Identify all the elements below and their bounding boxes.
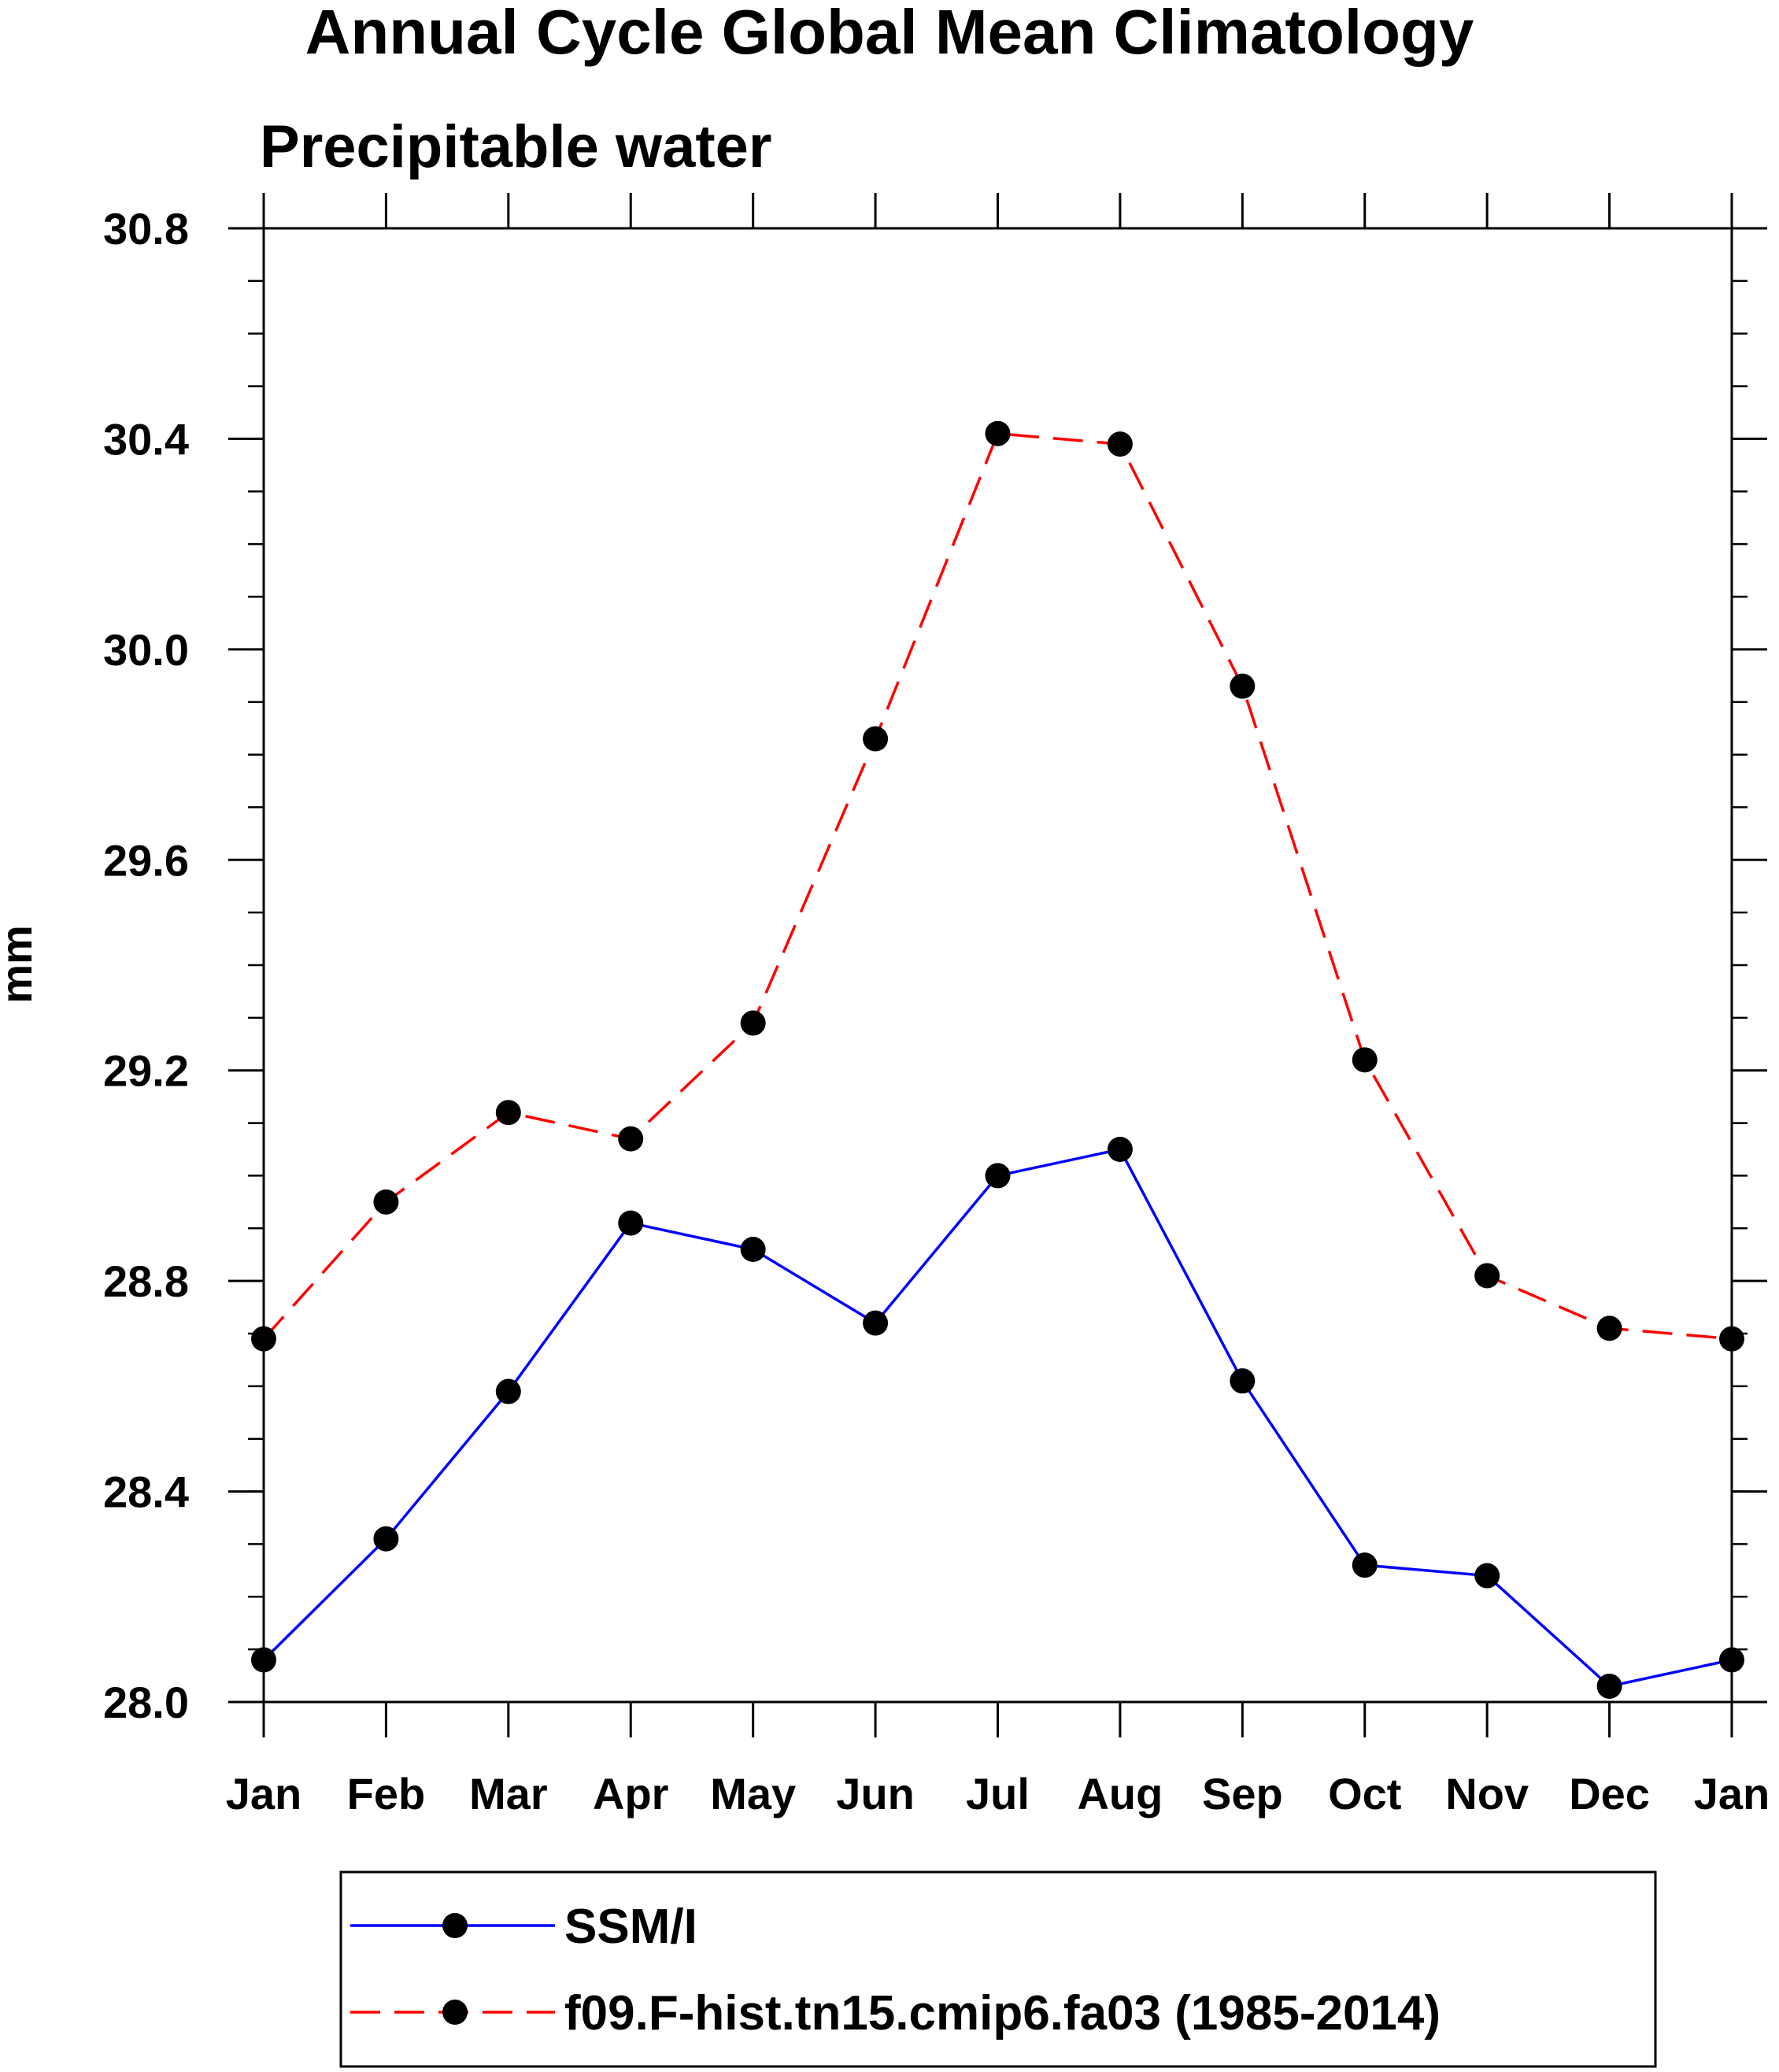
plot-frame [262, 227, 1733, 1704]
series-1-point [1719, 1326, 1744, 1352]
legend-label-ssmi: SSM/I [564, 1900, 697, 1954]
y-tick-label: 29.2 [103, 1046, 189, 1096]
y-tick-label: 28.8 [103, 1256, 189, 1306]
y-axis-label: mm [0, 925, 41, 1004]
y-tick-label: 29.6 [103, 835, 189, 885]
x-tick-label: Sep [1202, 1769, 1283, 1819]
series-1-point [1474, 1263, 1500, 1289]
series-1-point [740, 1010, 766, 1036]
legend: SSM/I f09.F-hist.tn15.cmip6.fa03 (1985-2… [339, 1870, 1657, 2068]
x-tick-label: Feb [347, 1769, 426, 1819]
series-1-point [618, 1126, 644, 1152]
series-layer [251, 420, 1744, 1699]
x-tick-label: Jun [836, 1769, 915, 1819]
x-tick-label: Nov [1445, 1769, 1529, 1819]
legend-box [339, 1870, 1657, 2068]
series-0-point [1596, 1673, 1622, 1699]
x-tick-label: Jan [226, 1769, 302, 1819]
series-0-point [863, 1310, 889, 1336]
series-0-point [740, 1237, 766, 1263]
legend-marker-model [442, 2000, 468, 2025]
legend-label-model: f09.F-hist.tn15.cmip6.fa03 (1985-2014) [564, 1986, 1441, 2041]
y-tick-label: 30.0 [103, 625, 189, 675]
series-0-point [618, 1210, 644, 1236]
series-line-0 [262, 1148, 1733, 1688]
series-0-point [1107, 1137, 1133, 1162]
chart-title: Annual Cycle Global Mean Climatology [305, 0, 1474, 67]
axes: Jan Feb Mar Apr May Jun Jul Aug Sep Oct Nov Dec Jan 2… [103, 193, 1770, 1819]
y-tick-label: 28.4 [103, 1467, 189, 1517]
x-tick-label: Aug [1077, 1769, 1163, 1819]
series-0-point [1352, 1552, 1378, 1578]
series-1-point [251, 1326, 276, 1352]
y-tick-label: 28.0 [103, 1678, 189, 1727]
x-tick-label: Apr [593, 1769, 668, 1819]
chart-subtitle: Precipitable water [260, 113, 772, 180]
series-0-point [1474, 1563, 1500, 1589]
x-tick-label: Mar [469, 1769, 548, 1819]
series-0-point [373, 1526, 399, 1552]
series-0-point [1230, 1368, 1256, 1394]
x-tick-label: Jul [966, 1769, 1030, 1819]
series-1-point [1596, 1315, 1622, 1341]
x-tick-label: May [710, 1769, 796, 1819]
series-line-1 [262, 431, 1733, 1341]
x-tick-label: Jan [1694, 1769, 1770, 1819]
series-1-point [373, 1189, 399, 1215]
series-1-point [1107, 431, 1133, 457]
y-tick-label: 30.8 [103, 204, 189, 253]
series-1-point [985, 420, 1011, 446]
x-tick-label: Dec [1569, 1769, 1650, 1819]
series-0-point [1719, 1647, 1744, 1673]
series-0-point [251, 1647, 276, 1673]
x-tick-label: Oct [1328, 1769, 1401, 1819]
legend-marker-ssmi [442, 1913, 468, 1938]
series-0-point [495, 1378, 521, 1404]
series-1-point [1230, 673, 1256, 699]
series-0-point [985, 1163, 1011, 1189]
series-1-point [495, 1100, 521, 1126]
series-1-point [863, 726, 889, 752]
y-tick-label: 30.4 [103, 414, 189, 464]
series-1-point [1352, 1047, 1378, 1073]
